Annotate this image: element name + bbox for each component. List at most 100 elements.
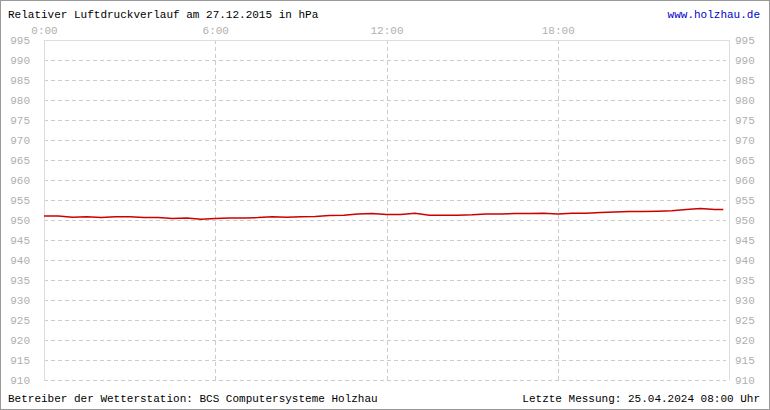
tick-label: 945 [10, 235, 30, 247]
tick: 980 [10, 95, 44, 107]
tick: 915 [729, 355, 755, 367]
tick-label: 950 [10, 215, 30, 227]
tick-label: 995 [10, 35, 30, 47]
tick: 920 [10, 335, 44, 347]
tick: 910 [10, 375, 44, 387]
grid [44, 40, 726, 381]
grid-line-y [44, 120, 726, 121]
tick: 975 [729, 115, 755, 127]
tick-label: 995 [735, 35, 755, 47]
tick-label: 990 [10, 55, 30, 67]
tick: 925 [729, 315, 755, 327]
tick: 930 [10, 295, 44, 307]
grid-line-x [215, 40, 216, 380]
tick-label: 945 [735, 235, 755, 247]
tick: 935 [10, 275, 44, 287]
grid-line-x [44, 40, 45, 380]
tick-label: 950 [735, 215, 755, 227]
tick-label: 990 [735, 55, 755, 67]
tick-label: 975 [735, 115, 755, 127]
tick-label: 985 [10, 75, 30, 87]
tick-label: 965 [10, 155, 30, 167]
tick: 960 [10, 175, 44, 187]
tick-label: 970 [735, 135, 755, 147]
tick: 940 [10, 255, 44, 267]
grid-line-y [44, 80, 726, 81]
tick-label: 12:00 [370, 25, 403, 37]
tick: 950 [729, 215, 755, 227]
tick-label: 940 [735, 255, 755, 267]
tick: 6:00 [203, 25, 229, 40]
tick: 970 [729, 135, 755, 147]
grid-line-y [44, 340, 726, 341]
x-axis: 0:00 6:00 12:00 18:00 [31, 25, 729, 41]
tick-label: 910 [735, 375, 755, 387]
grid-line-y [44, 200, 726, 201]
tick: 910 [729, 375, 755, 387]
tick-label: 970 [10, 135, 30, 147]
grid-line-y [44, 180, 726, 181]
grid-line-y [44, 140, 726, 141]
annotation: Letzte Messung: 25.04.2024 08:00 Uhr [522, 393, 760, 405]
grid-line-x [387, 40, 388, 380]
grid-line-y [44, 300, 726, 301]
plot-area [44, 208, 723, 219]
tick-label: 0:00 [31, 25, 57, 37]
tick: 925 [10, 315, 44, 327]
tick: 950 [10, 215, 44, 227]
tick-label: 920 [10, 335, 30, 347]
tick-label: 975 [10, 115, 30, 127]
tick: 960 [729, 175, 755, 187]
grid-line-y [44, 100, 726, 101]
grid-line-y [44, 320, 726, 321]
tick: 965 [729, 155, 755, 167]
tick-label: 960 [735, 175, 755, 187]
grid-line-y [44, 240, 726, 241]
tick-label: 980 [10, 95, 30, 107]
y-axis-right: 9109159209259309359409459509559609659709… [729, 35, 755, 387]
y-axis-right-line [729, 41, 730, 381]
grid-line-y [44, 160, 726, 161]
tick: 985 [10, 75, 44, 87]
tick: 965 [10, 155, 44, 167]
tick-label: 925 [735, 315, 755, 327]
tick-label: 960 [10, 175, 30, 187]
title: Relativer Luftdruckverlauf am 27.12.2015… [8, 9, 319, 21]
tick: 990 [729, 55, 755, 67]
y-axis-left: 910 915 920 925 930 935 940 945 950 955 960 965 970 9… [10, 35, 44, 387]
tick: 915 [10, 355, 44, 367]
tick: 940 [729, 255, 755, 267]
tick-label: 920 [735, 335, 755, 347]
grid-line-y [44, 60, 726, 61]
tick-label: 915 [10, 355, 30, 367]
pressure-line [44, 208, 723, 219]
tick-label: 6:00 [203, 25, 229, 37]
tick: 970 [10, 135, 44, 147]
tick: 955 [10, 195, 44, 207]
annotation: www.holzhau.de [668, 9, 760, 21]
tick: 945 [10, 235, 44, 247]
tick: 0:00 [31, 25, 57, 40]
y-axis-left-line [44, 41, 45, 381]
tick-label: 940 [10, 255, 30, 267]
tick-label: 910 [10, 375, 30, 387]
tick-label: 980 [735, 95, 755, 107]
frame [1, 1, 770, 410]
grid-line-y [44, 220, 726, 221]
tick-label: 915 [735, 355, 755, 367]
tick: 930 [729, 295, 755, 307]
tick: 945 [729, 235, 755, 247]
x-axis-line [45, 40, 730, 41]
grid-line-y [44, 380, 726, 381]
chart: 910 915 920 925 930 935 940 945 950 955 960 965 970 9… [0, 0, 770, 410]
tick-label: 965 [735, 155, 755, 167]
tick-label: 985 [735, 75, 755, 87]
tick-label: 930 [735, 295, 755, 307]
tick-label: 930 [10, 295, 30, 307]
tick: 980 [729, 95, 755, 107]
tick-label: 925 [10, 315, 30, 327]
annotation: Betreiber der Wetterstation: BCS Compute… [8, 393, 378, 405]
tick: 995 [729, 35, 755, 47]
tick-label: 18:00 [542, 25, 575, 37]
tick: 975 [10, 115, 44, 127]
